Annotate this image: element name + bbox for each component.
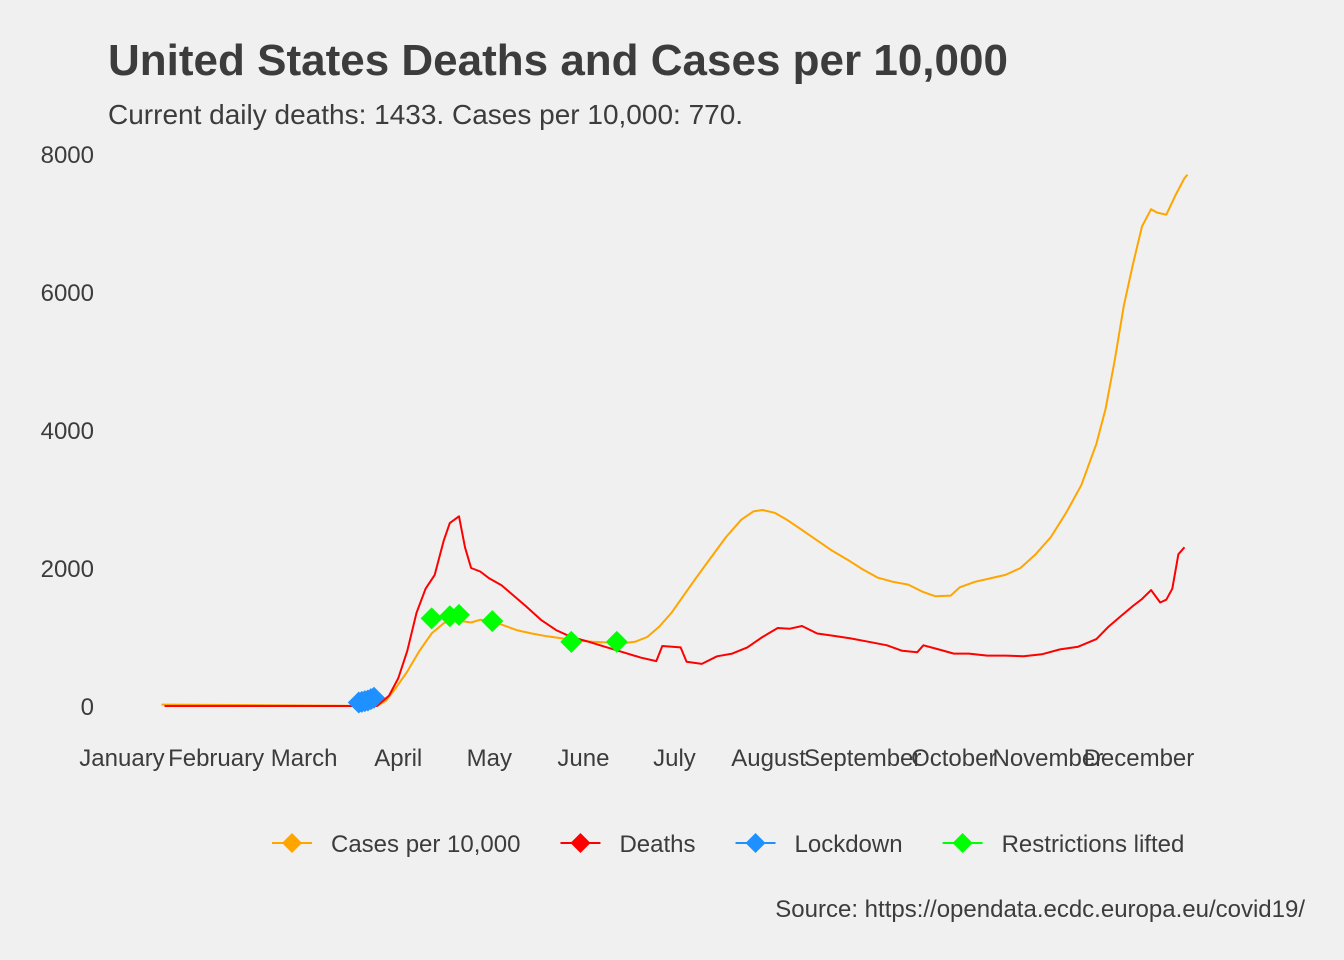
y-tick-label: 0: [81, 694, 94, 721]
legend-key-marker: [282, 833, 302, 853]
legend-key-marker: [745, 833, 766, 853]
x-tick-label: August: [731, 745, 806, 772]
x-tick-label: June: [557, 745, 609, 772]
y-tick-label: 6000: [41, 280, 94, 307]
x-tick-label: March: [271, 745, 338, 772]
x-tick-label: September: [804, 745, 921, 772]
marker-point: [560, 630, 583, 653]
x-tick-label: April: [374, 745, 422, 772]
x-tick-label: May: [467, 745, 512, 772]
marker-points: [347, 603, 628, 714]
chart-subtitle: Current daily deaths: 1433. Cases per 10…: [108, 99, 743, 130]
y-tick-label: 2000: [41, 556, 94, 583]
x-tick-label: July: [653, 745, 696, 772]
series-line: [161, 174, 1189, 707]
legend: Cases per 10,000 Deaths Lockdown Restrictio…: [272, 831, 1184, 858]
legend-label: Restrictions lifted: [1002, 831, 1185, 858]
marker-point: [420, 607, 443, 630]
x-tick-label: October: [911, 745, 996, 772]
y-axis-ticks: 0 2000 4000 6000 8000: [41, 142, 94, 721]
x-tick-label: November: [993, 745, 1104, 772]
marker-point: [481, 610, 504, 633]
legend-label: Lockdown: [795, 831, 903, 858]
y-tick-label: 4000: [41, 418, 94, 445]
x-axis-ticks: January February March April May June July Augu…: [79, 745, 1194, 772]
y-tick-label: 8000: [41, 142, 94, 169]
chart-source: Source: https://opendata.ecdc.europa.eu/…: [775, 896, 1305, 923]
legend-key-marker: [952, 833, 973, 853]
x-tick-label: February: [168, 745, 264, 772]
marker-point: [447, 603, 470, 626]
chart-title: United States Deaths and Cases per 10,00…: [108, 36, 1008, 85]
marker-point: [362, 686, 385, 709]
x-tick-label: January: [79, 745, 164, 772]
x-tick-label: December: [1084, 745, 1195, 772]
legend-label: Cases per 10,000: [331, 831, 520, 858]
marker-point: [605, 630, 628, 653]
legend-label: Deaths: [619, 831, 695, 858]
series-line: [164, 515, 1186, 707]
legend-key-marker: [570, 833, 591, 853]
series-lines: [161, 174, 1189, 707]
